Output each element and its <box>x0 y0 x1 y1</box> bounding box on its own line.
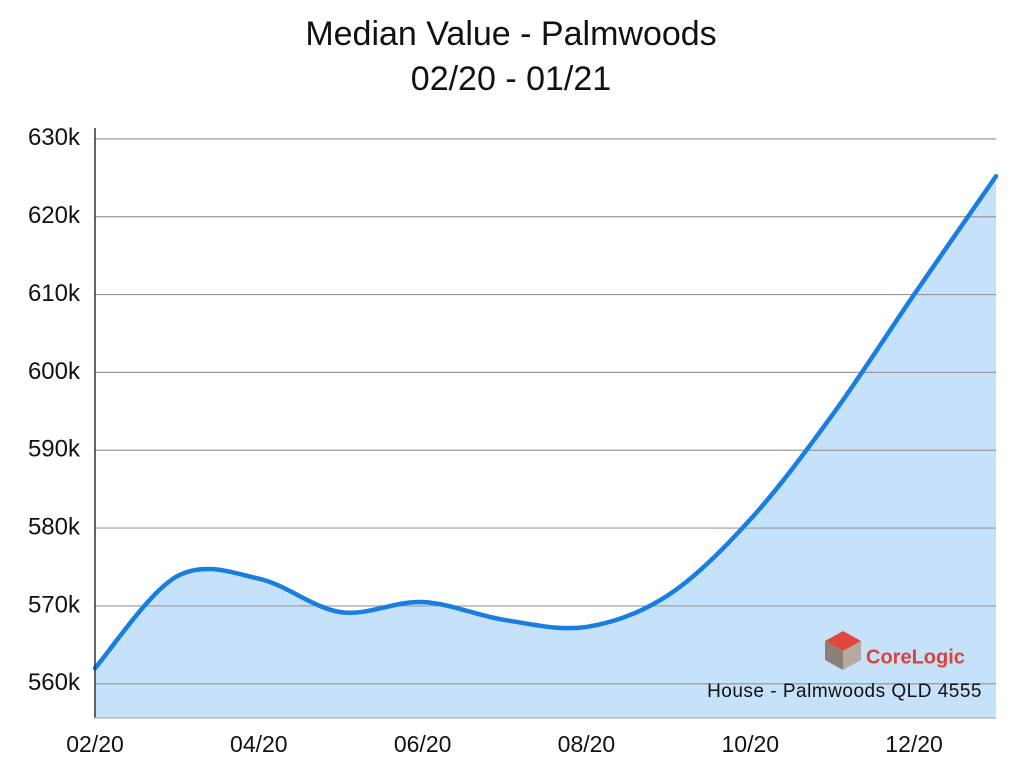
logo-text: CoreLogic <box>866 646 965 668</box>
area <box>95 176 996 719</box>
annotation: House - Palmwoods QLD 4555 <box>707 681 982 702</box>
y-tick-label: 590k <box>28 436 81 463</box>
logo-icon-left <box>825 641 843 670</box>
y-tick-label: 580k <box>28 513 81 540</box>
plot-area: 560k 570k 580k 590k 600k 610k 620k 630k 02/20 04/… <box>28 124 999 757</box>
logo-icon-right <box>843 641 861 670</box>
line <box>92 174 999 671</box>
chart-subtitle: 02/20 - 01/21 <box>411 60 611 98</box>
logo: CoreLogic <box>825 631 965 670</box>
x-tick-label: 04/20 <box>230 731 288 757</box>
x-tick-label: 02/20 <box>66 731 124 757</box>
x-tick-label: 10/20 <box>721 731 779 757</box>
y-tick-label: 610k <box>28 280 81 307</box>
chart-title: Median Value - Palmwoods <box>305 15 716 53</box>
x-tick-label: 12/20 <box>885 731 943 757</box>
x-tick-label: 08/20 <box>558 731 616 757</box>
y-tick-label: 600k <box>28 358 81 385</box>
y-tick-label: 630k <box>28 124 81 151</box>
y-tick-label: 620k <box>28 202 81 229</box>
y-tick-label: 570k <box>28 591 81 618</box>
x-tick-label: 06/20 <box>394 731 452 757</box>
y-tick-label: 560k <box>28 669 81 696</box>
